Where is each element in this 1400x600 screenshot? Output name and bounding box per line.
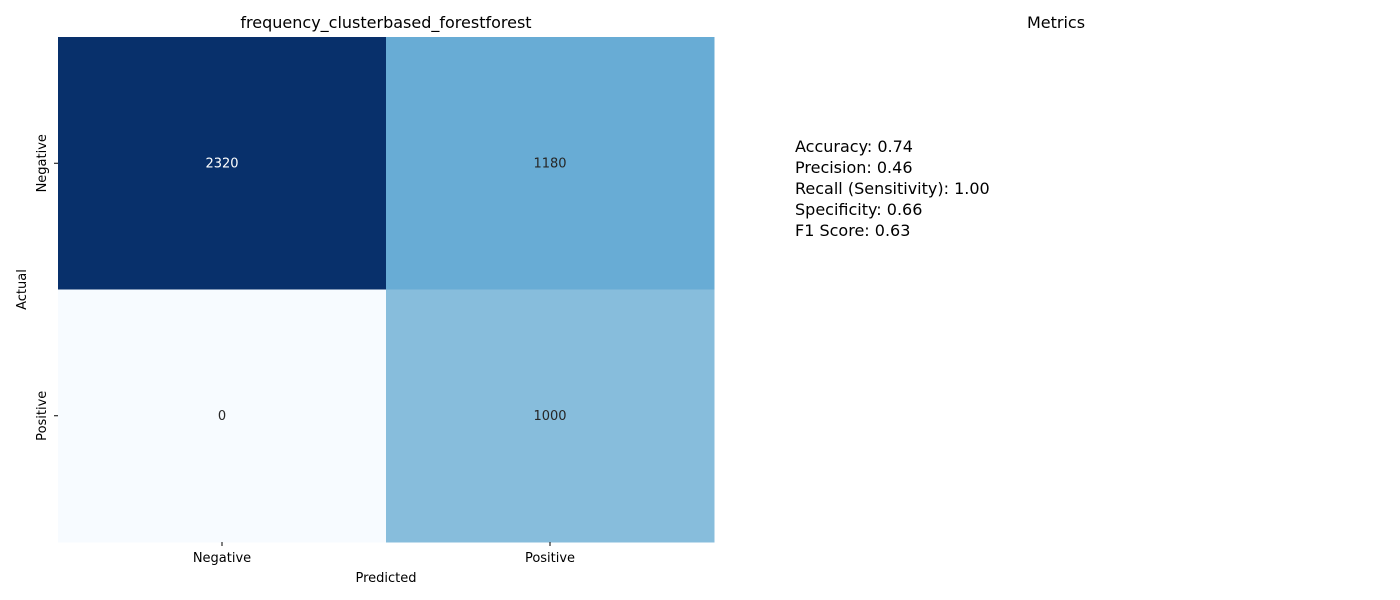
confusion-matrix-heatmap: 2320 1180 0 1000 Negative Positive Negative Pos… (15, 37, 715, 586)
heatmap-cell-r0-c1 (386, 37, 715, 290)
y-axis-label: Actual (15, 269, 30, 310)
metric-f1-score: F1 Score: 0.63 (795, 221, 911, 240)
x-axis-label: Predicted (355, 571, 416, 586)
y-tick-label: Negative (35, 134, 50, 192)
heatmap-cell-r1-c1 (386, 289, 715, 543)
metrics-title: Metrics (1026, 13, 1086, 32)
heatmap-cell-r0-c0 (58, 37, 387, 290)
heatmap-cell-r1-c0 (58, 289, 387, 543)
y-tick-label: Positive (35, 391, 50, 441)
cell-value-label: 2320 (205, 156, 238, 171)
cell-value-label: 0 (218, 409, 226, 424)
metric-precision: Precision: 0.46 (795, 158, 913, 177)
chart-title: frequency_clusterbased_forestforest (240, 13, 532, 32)
cell-value-label: 1180 (533, 156, 566, 171)
cell-value-label: 1000 (533, 409, 566, 424)
metric-specificity: Specificity: 0.66 (795, 200, 923, 219)
x-tick-label: Positive (525, 551, 575, 566)
metric-recall: Recall (Sensitivity): 1.00 (795, 179, 990, 198)
metric-accuracy: Accuracy: 0.74 (795, 137, 913, 156)
metrics-list: Accuracy: 0.74 Precision: 0.46 Recall (S… (795, 136, 990, 241)
x-tick-label: Negative (193, 551, 251, 566)
